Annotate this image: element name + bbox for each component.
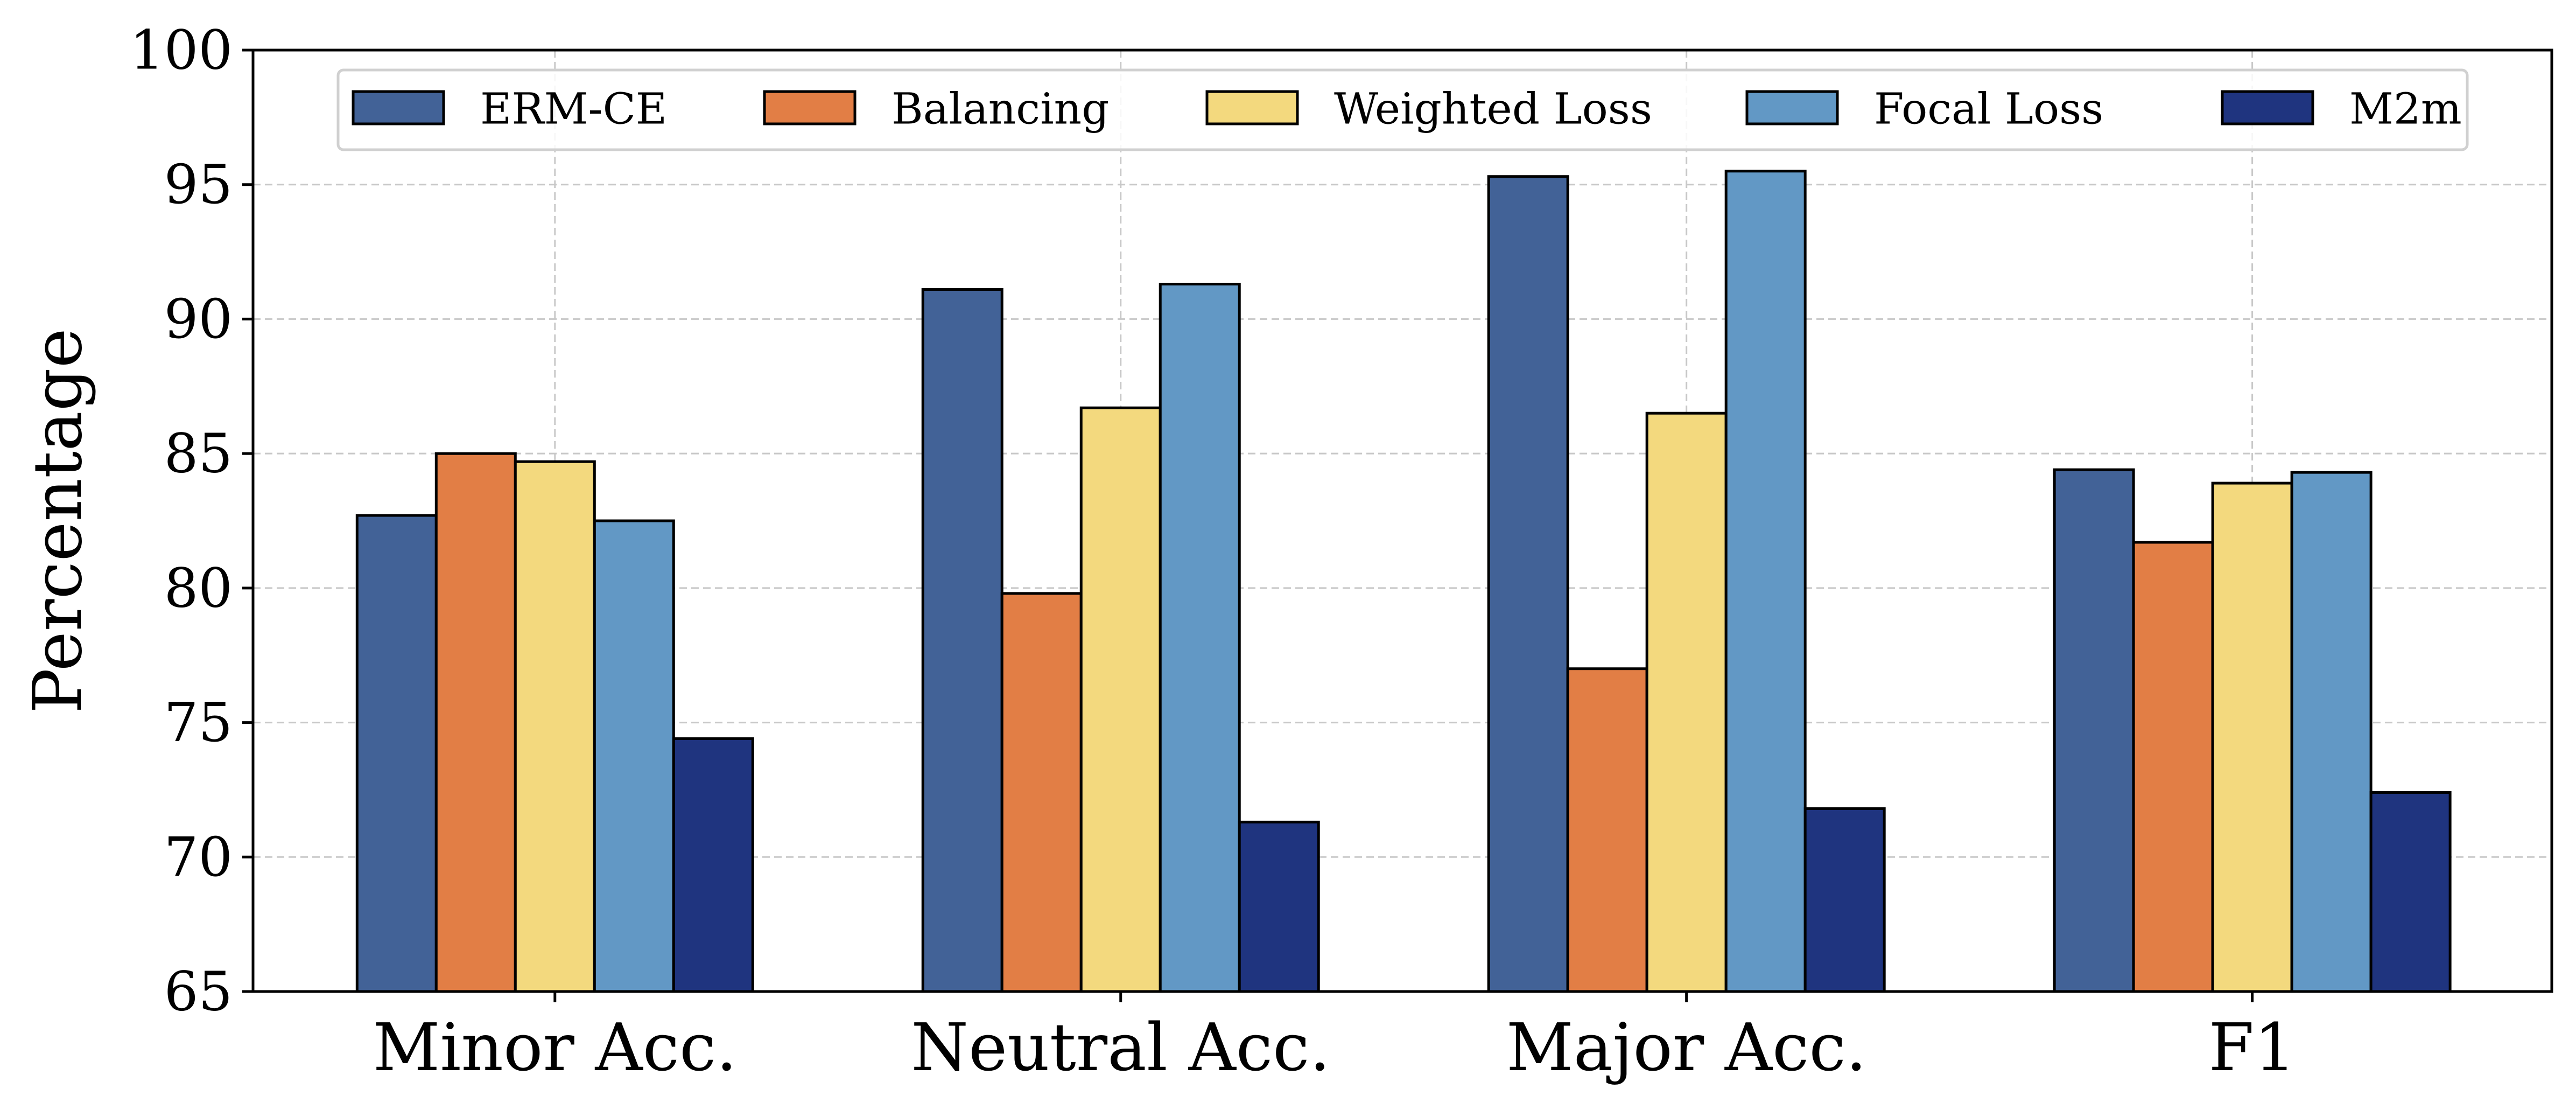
bar-balancing (2132, 541, 2214, 993)
bar-balancing (1566, 667, 1648, 993)
legend-swatch (2221, 90, 2314, 125)
bar-m2m (1238, 820, 1320, 993)
bar-focal-loss (2290, 471, 2373, 993)
bar-erm-ce (355, 514, 438, 993)
x-tick-label: Minor Acc. (373, 1009, 737, 1086)
bars (355, 170, 2452, 993)
legend-label: Weighted Loss (1334, 84, 1652, 134)
bar-erm-ce (921, 288, 1003, 993)
bar-focal-loss (1724, 170, 1807, 993)
bar-weighted-loss (2211, 481, 2293, 993)
y-tick-label: 80 (164, 556, 233, 619)
x-tick-label: Major Acc. (1506, 1009, 1867, 1086)
legend-swatch (1745, 90, 1839, 125)
legend-swatch (352, 90, 445, 125)
y-tick-label: 95 (164, 153, 233, 216)
bar-m2m (2369, 791, 2452, 993)
bar-balancing (1000, 592, 1083, 993)
bar-weighted-loss (514, 460, 596, 993)
y-axis-label: Percentage (19, 328, 97, 713)
plot-frame (251, 48, 2553, 993)
y-tick-label: 75 (164, 691, 233, 754)
y-tick-label: 65 (164, 960, 233, 1023)
y-tick-label: 85 (164, 422, 233, 485)
legend-label: M2m (2349, 84, 2462, 134)
bar-erm-ce (1487, 175, 1569, 993)
legend-label: Focal Loss (1874, 84, 2103, 134)
bar-erm-ce (2053, 468, 2135, 993)
legend: ERM-CE Balancing Weighted Loss Focal Loss M2… (336, 68, 2469, 151)
legend-swatch (763, 90, 857, 125)
legend-label: ERM-CE (480, 84, 667, 134)
bar-balancing (434, 452, 517, 993)
bar-m2m (1803, 807, 1886, 993)
x-tick-label: Neutral Acc. (911, 1009, 1330, 1086)
y-tick-label: 100 (130, 19, 233, 82)
legend-frame (336, 68, 2469, 151)
axis-ticks: 65 70 75 80 85 90 95 100 Minor Acc. Neutral Acc. M… (130, 19, 2296, 1086)
legend-label: Balancing (892, 84, 1109, 134)
y-tick-label: 90 (164, 288, 233, 351)
x-tick-label: F1 (2208, 1009, 2296, 1086)
y-tick-label: 70 (164, 826, 233, 889)
bar-focal-loss (1159, 283, 1241, 993)
bar-focal-loss (593, 519, 675, 993)
legend-swatch (1205, 90, 1299, 125)
bar-weighted-loss (1079, 406, 1162, 993)
bar-weighted-loss (1645, 411, 1728, 993)
bar-m2m (672, 737, 754, 993)
